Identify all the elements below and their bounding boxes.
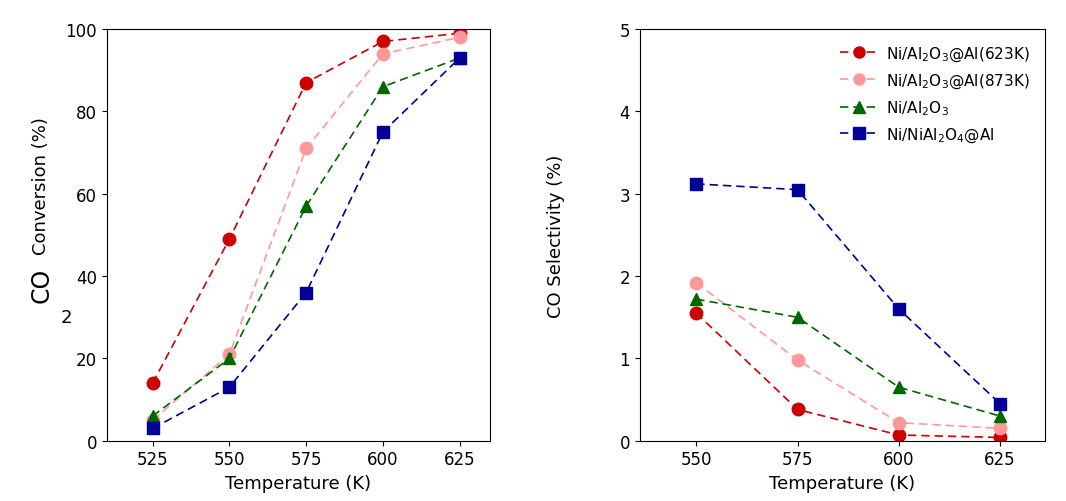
Legend: Ni/Al$_2$O$_3$@Al(623K), Ni/Al$_2$O$_3$@Al(873K), Ni/Al$_2$O$_3$, Ni/NiAl$_2$O$_: Ni/Al$_2$O$_3$@Al(623K), Ni/Al$_2$O$_3$@… [833,38,1037,152]
Text: CO Selectivity (%): CO Selectivity (%) [547,154,565,317]
Text: CO: CO [30,267,53,303]
Text: Conversion (%): Conversion (%) [32,117,50,255]
X-axis label: Temperature (K): Temperature (K) [769,474,916,492]
X-axis label: Temperature (K): Temperature (K) [225,474,372,492]
Text: 2: 2 [61,309,72,327]
